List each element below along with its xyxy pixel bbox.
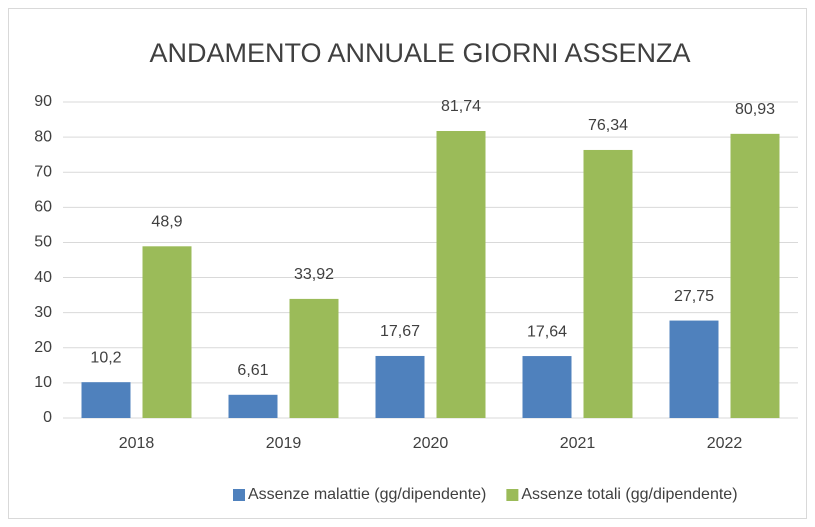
data-label: 17,64 — [527, 323, 567, 340]
x-tick-label: 2022 — [707, 435, 743, 452]
x-tick-label: 2018 — [119, 435, 155, 452]
data-label: 6,61 — [237, 362, 268, 379]
x-tick-label: 2021 — [560, 435, 596, 452]
bar — [669, 320, 719, 418]
bar — [81, 382, 131, 418]
data-label: 80,93 — [735, 101, 775, 118]
data-label: 33,92 — [294, 266, 334, 283]
bar — [228, 394, 278, 418]
bar — [583, 149, 633, 418]
data-label: 48,9 — [151, 214, 182, 231]
y-tick-label: 0 — [43, 409, 52, 426]
legend-swatch — [233, 489, 245, 501]
y-tick-label: 10 — [34, 374, 52, 391]
y-tick-label: 40 — [34, 269, 52, 286]
data-label: 10,2 — [90, 349, 121, 366]
y-tick-label: 20 — [34, 339, 52, 356]
y-tick-label: 30 — [34, 304, 52, 321]
bar — [375, 355, 425, 418]
x-tick-label: 2019 — [266, 435, 302, 452]
data-label: 76,34 — [588, 117, 628, 134]
legend-label: Assenze totali (gg/dipendente) — [521, 486, 737, 503]
y-tick-label: 90 — [34, 93, 52, 110]
y-tick-label: 50 — [34, 234, 52, 251]
bar — [522, 356, 572, 418]
bar — [289, 298, 339, 418]
legend-label: Assenze malattie (gg/dipendente) — [248, 486, 486, 503]
data-label: 17,67 — [380, 323, 420, 340]
chart-frame — [8, 8, 807, 519]
legend-swatch — [506, 489, 519, 501]
bar — [142, 246, 192, 418]
chart-title: ANDAMENTO ANNUALE GIORNI ASSENZA — [149, 38, 690, 68]
x-tick-label: 2020 — [413, 435, 449, 452]
data-label: 81,74 — [441, 98, 481, 115]
bar — [436, 131, 486, 419]
data-label: 27,75 — [674, 288, 714, 305]
y-tick-label: 70 — [34, 163, 52, 180]
bar — [730, 133, 780, 419]
y-tick-label: 80 — [34, 128, 52, 145]
y-tick-label: 60 — [34, 199, 52, 216]
